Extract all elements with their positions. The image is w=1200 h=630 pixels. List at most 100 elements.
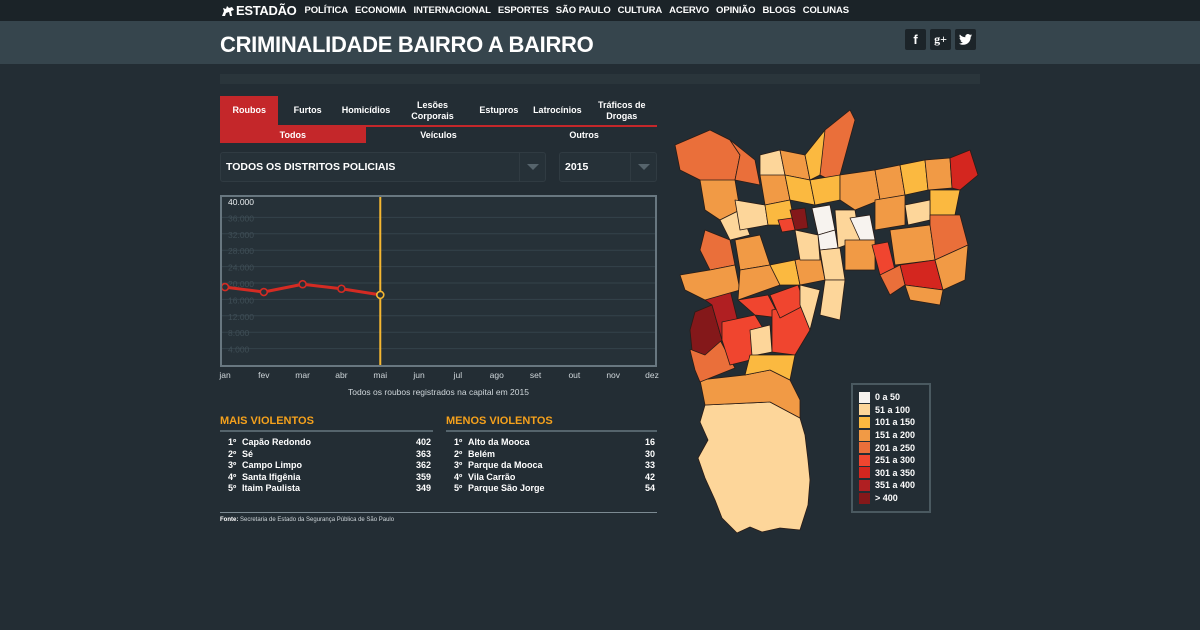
district-value: 362 (415, 460, 431, 470)
map-district[interactable] (889, 224, 936, 266)
x-tick-label: fev (258, 370, 270, 380)
x-tick-label: mai (373, 370, 388, 380)
map-district[interactable] (934, 244, 969, 291)
map-district[interactable] (819, 109, 856, 181)
sao-paulo-district-map (674, 109, 979, 534)
legend-swatch (859, 492, 870, 504)
legend-swatch (859, 391, 870, 403)
nav-opiniao[interactable]: OPINIÃO (716, 5, 756, 16)
district-value: 349 (415, 483, 431, 493)
google-plus-icon: g+ (934, 32, 947, 46)
nav-blogs[interactable]: BLOGS (762, 5, 796, 16)
map-district[interactable] (734, 234, 771, 271)
list-item: 5º Itaim Paulista 349 (220, 483, 433, 495)
map-district[interactable] (904, 284, 944, 306)
subtab-todos[interactable]: Todos (220, 127, 366, 143)
tab-homicidios[interactable]: Homicídios (341, 105, 391, 115)
legend-label: 51 a 100 (875, 404, 911, 415)
map-district[interactable] (874, 194, 906, 231)
x-tick-label: set (529, 370, 542, 380)
map-district[interactable] (749, 324, 773, 357)
nav-cultura[interactable]: CULTURA (617, 5, 663, 16)
nav-internacional[interactable]: INTERNACIONAL (413, 5, 491, 16)
map-district[interactable] (924, 157, 953, 191)
tab-lesoes-corporais[interactable]: Lesões Corporais (411, 99, 454, 121)
nav-sao-paulo[interactable]: SÃO PAULO (555, 5, 611, 16)
district-value: 30 (644, 448, 655, 459)
y-tick-label: 4.000 (228, 345, 250, 355)
rank-position: 3º (228, 460, 237, 470)
legend-item: 301 a 350 (859, 467, 929, 480)
map-district[interactable] (809, 174, 841, 206)
map-district[interactable] (744, 354, 796, 381)
y-tick-label: 8.000 (228, 328, 250, 338)
facebook-icon: f (913, 32, 918, 47)
map-district[interactable] (794, 229, 821, 261)
list-item: 5º Parque São Jorge 54 (446, 483, 657, 495)
map-district[interactable] (904, 199, 931, 226)
y-tick-label: 36.000 (228, 213, 254, 223)
map-district[interactable] (729, 139, 761, 186)
district-name: Capão Redondo (242, 437, 311, 447)
map-district[interactable] (899, 159, 929, 196)
map-legend: 0 a 50 51 a 100 101 a 150 151 a 200 201 … (851, 383, 931, 513)
nav-esportes[interactable]: ESPORTES (497, 5, 549, 16)
tab-furtos[interactable]: Furtos (293, 105, 322, 115)
twitter-share-button[interactable] (955, 29, 976, 50)
most-violent-title: MAIS VIOLENTOS (220, 415, 433, 432)
rank-position: 5º (454, 483, 463, 493)
least-violent-list: MENOS VIOLENTOS 1º Alto da Mooca 16 2º Belé… (446, 415, 657, 495)
legend-label: 201 a 250 (875, 442, 916, 453)
crime-type-tabs: Roubos Furtos Homicídios Lesões Corporai… (220, 96, 657, 127)
district-name: Itaim Paulista (242, 483, 301, 493)
estadao-logo[interactable]: ESTADÃO (221, 3, 297, 18)
district-value: 402 (415, 437, 431, 447)
district-value: 54 (644, 483, 655, 493)
x-tick-label: jul (453, 370, 463, 380)
district-name: Belém (468, 448, 496, 459)
nav-politica[interactable]: POLÍTICA (304, 5, 349, 16)
tab-traficos-de-drogas[interactable]: Tráficos de Drogas (597, 99, 646, 121)
source-text: Secretaria de Estado da Segurança Públic… (240, 517, 395, 523)
district-value: 363 (415, 448, 431, 459)
year-select[interactable]: 2015 (559, 152, 657, 182)
list-item: 2º Sé 363 (220, 449, 433, 461)
map-district[interactable] (811, 204, 836, 236)
y-tick-label: 28.000 (228, 246, 254, 256)
most-violent-list: MAIS VIOLENTOS 1º Capão Redondo 402 2º Sé 36… (220, 415, 433, 495)
tab-roubos[interactable]: Roubos (220, 96, 279, 125)
nav-economia[interactable]: ECONOMIA (355, 5, 407, 16)
map-district[interactable] (777, 217, 796, 233)
google-plus-share-button[interactable]: g+ (930, 29, 951, 50)
map-district[interactable] (929, 189, 961, 216)
data-point (259, 287, 269, 297)
logo-text: ESTADÃO (236, 3, 297, 18)
map-district[interactable] (949, 149, 979, 191)
map-district[interactable] (734, 199, 769, 231)
rank-position: 5º (228, 483, 237, 493)
x-tick-label: nov (606, 370, 621, 380)
legend-swatch (859, 454, 870, 466)
chart-x-axis: jan fev mar abr mai jun jul ago set out nov dez (219, 370, 660, 382)
chart-plot-area: 4.000 8.000 12.000 16.000 20.000 24.000 28.000… (222, 197, 655, 365)
district-name: Vila Carrão (468, 471, 516, 482)
x-tick-label: dez (645, 370, 659, 380)
nav-acervo[interactable]: ACERVO (669, 5, 710, 16)
tab-latrocinios[interactable]: Latrocínios (533, 105, 582, 115)
legend-label: 0 a 50 (875, 392, 901, 403)
subtab-veiculos[interactable]: Veículos (420, 130, 457, 140)
facebook-share-button[interactable]: f (905, 29, 926, 50)
chevron-down-icon (519, 153, 545, 181)
map-district[interactable] (799, 284, 821, 331)
list-item: 4º Vila Carrão 42 (446, 472, 657, 484)
map-district[interactable] (819, 279, 846, 321)
tab-estupros[interactable]: Estupros (479, 105, 519, 115)
map-district[interactable] (844, 239, 876, 271)
map-district[interactable] (839, 169, 881, 211)
nav-colunas[interactable]: COLUNAS (802, 5, 850, 16)
map-district[interactable] (697, 401, 811, 534)
line-chart: 4.000 8.000 12.000 16.000 20.000 24.000 28.000… (220, 195, 657, 367)
district-select[interactable]: TODOS OS DISTRITOS POLICIAIS (220, 152, 546, 182)
subtab-outros[interactable]: Outros (569, 130, 599, 140)
rank-position: 4º (454, 471, 463, 482)
